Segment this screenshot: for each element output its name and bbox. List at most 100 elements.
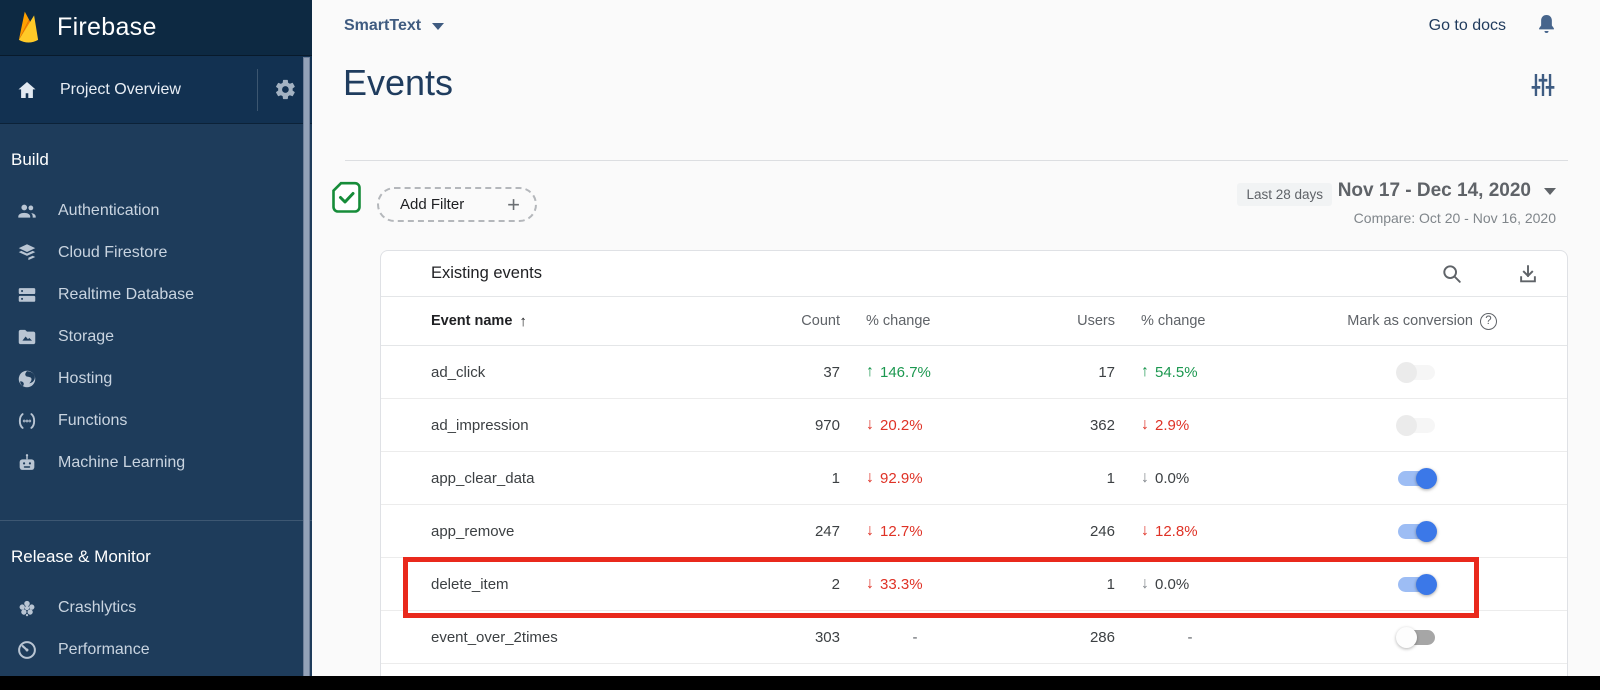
event-name: ad_click: [431, 363, 486, 381]
conversion-toggle[interactable]: [1396, 626, 1435, 648]
conversion-toggle[interactable]: [1398, 573, 1437, 595]
users-change: ↓ 0.0%: [1115, 575, 1265, 593]
data-collection-verified-icon: [331, 181, 362, 214]
count-change: ↑ 146.7%: [840, 363, 990, 381]
sidebar-item-hosting[interactable]: Hosting: [0, 358, 312, 400]
sidebar-item-label: Project Overview: [60, 80, 181, 98]
change-value: 146.7%: [880, 363, 931, 381]
project-selector-dropdown[interactable]: SmartText: [344, 17, 445, 35]
sidebar-item-machine-learning[interactable]: Machine Learning: [0, 442, 312, 484]
add-filter-button[interactable]: Add Filter +: [377, 187, 537, 222]
date-range-dropdown[interactable]: Nov 17 - Dec 14, 2020: [1338, 180, 1556, 202]
users-change: -: [1115, 629, 1265, 646]
event-users: 362: [1089, 416, 1115, 434]
change-value: -: [1187, 628, 1193, 646]
help-icon[interactable]: ?: [1480, 312, 1497, 330]
users-change: ↓ 12.8%: [1115, 522, 1265, 540]
customize-tune-icon[interactable]: [1530, 72, 1556, 98]
sidebar-item-label: Machine Learning: [58, 454, 186, 471]
sidebar-item-authentication[interactable]: Authentication: [0, 190, 312, 232]
trend-arrow-icon: ↓: [1141, 416, 1149, 433]
table-row-highlighted[interactable]: delete_item 2 ↓ 33.3% 1 ↓ 0.0%: [381, 557, 1567, 618]
event-users: 1: [1106, 575, 1115, 593]
table-row[interactable]: app_clear_data 1 ↓ 92.9% 1 ↓ 0.0%: [381, 452, 1567, 505]
count-change: ↓ 12.7%: [840, 522, 990, 540]
conversion-toggle[interactable]: [1398, 467, 1437, 489]
trend-arrow-icon: ↑: [866, 363, 874, 380]
sidebar: Firebase Project Overview Build: [0, 0, 312, 690]
table-header-row: Event name ↑ Count % change Users % chan…: [381, 297, 1567, 346]
divider: [257, 68, 258, 111]
download-icon[interactable]: [1517, 263, 1539, 285]
firestore-icon: [15, 242, 39, 264]
table-row[interactable]: app_remove 247 ↓ 12.7% 246 ↓ 12.8%: [381, 505, 1567, 558]
functions-icon: [15, 410, 39, 432]
table-row[interactable]: ad_impression 970 ↓ 20.2% 362 ↓ 2.9%: [381, 399, 1567, 452]
crashlytics-icon: [15, 597, 39, 619]
column-users[interactable]: Users: [1077, 313, 1115, 329]
go-to-docs-link[interactable]: Go to docs: [1428, 17, 1506, 34]
globe-icon: [15, 368, 39, 390]
sidebar-item-cloud-firestore[interactable]: Cloud Firestore: [0, 232, 312, 274]
event-users: 1: [1106, 469, 1115, 487]
date-range-preset-badge: Last 28 days: [1237, 183, 1332, 206]
sidebar-item-label: Crashlytics: [58, 599, 137, 616]
change-value: 0.0%: [1155, 469, 1190, 487]
column-label: Event name: [431, 313, 513, 329]
sidebar-item-functions[interactable]: Functions: [0, 400, 312, 442]
change-value: 33.3%: [880, 575, 923, 593]
search-icon[interactable]: [1441, 263, 1463, 285]
sidebar-item-label: Realtime Database: [58, 286, 195, 303]
trend-arrow-icon: ↓: [1141, 575, 1149, 592]
sort-ascending-icon: ↑: [519, 312, 527, 330]
event-name: event_over_2times: [431, 628, 558, 646]
sidebar-item-performance[interactable]: Performance: [0, 629, 312, 671]
table-row[interactable]: ad_click 37 ↑ 146.7% 17 ↑ 54.5%: [381, 346, 1567, 399]
chevron-down-icon: [1544, 187, 1556, 195]
plus-icon: +: [507, 191, 520, 217]
sidebar-item-project-overview[interactable]: Project Overview: [0, 56, 312, 124]
change-value: 2.9%: [1155, 416, 1190, 434]
column-count[interactable]: Count: [801, 313, 840, 329]
column-event-name[interactable]: Event name ↑: [431, 313, 735, 330]
change-value: 0.0%: [1155, 575, 1190, 593]
main-content: SmartText Go to docs Events Add Filter +…: [312, 0, 1600, 690]
home-icon: [15, 78, 39, 102]
firebase-logo-icon: [15, 10, 42, 46]
section-label: Release & Monitor: [11, 547, 151, 566]
event-count: 37: [823, 363, 840, 381]
sidebar-item-label: Storage: [58, 328, 115, 345]
compare-range-text: Compare: Oct 20 - Nov 16, 2020: [1353, 210, 1556, 226]
column-count-change[interactable]: % change: [866, 313, 931, 329]
column-users-change[interactable]: % change: [1141, 313, 1206, 329]
change-value: -: [912, 628, 918, 646]
sidebar-item-storage[interactable]: Storage: [0, 316, 312, 358]
event-count: 247: [814, 522, 840, 540]
sidebar-item-label: Hosting: [58, 370, 113, 387]
users-change: ↓ 2.9%: [1115, 416, 1265, 434]
event-name: ad_impression: [431, 416, 529, 434]
conversion-toggle[interactable]: [1396, 414, 1435, 436]
sidebar-item-label: Authentication: [58, 202, 160, 219]
event-name: app_remove: [431, 522, 515, 540]
conversion-toggle[interactable]: [1398, 520, 1437, 542]
sidebar-item-crashlytics[interactable]: Crashlytics: [0, 587, 312, 629]
firebase-header[interactable]: Firebase: [0, 0, 312, 56]
trend-arrow-icon: ↓: [866, 469, 874, 486]
people-icon: [15, 200, 39, 222]
conversion-toggle[interactable]: [1396, 361, 1435, 383]
users-change: ↑ 54.5%: [1115, 363, 1265, 381]
sidebar-scrollbar[interactable]: [303, 57, 310, 690]
robot-icon: [15, 452, 39, 474]
table-row[interactable]: event_over_2times 303 - 286 -: [381, 611, 1567, 664]
card-title: Existing events: [431, 264, 542, 282]
existing-events-card: Existing events Event name ↑ Coun: [380, 250, 1568, 690]
project-settings-gear-icon[interactable]: [258, 78, 312, 101]
event-count: 1: [831, 469, 840, 487]
event-users: 17: [1098, 363, 1115, 381]
trend-arrow-icon: ↓: [866, 575, 874, 592]
sidebar-item-realtime-database[interactable]: Realtime Database: [0, 274, 312, 316]
event-users: 246: [1089, 522, 1115, 540]
notifications-bell-icon[interactable]: [1535, 12, 1558, 38]
event-name: app_clear_data: [431, 469, 535, 487]
